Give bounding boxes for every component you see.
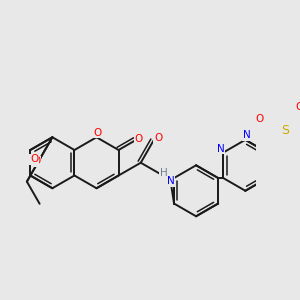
Text: S: S <box>281 124 289 137</box>
Text: O: O <box>135 134 143 144</box>
Text: O: O <box>30 154 38 164</box>
Text: N: N <box>167 176 175 186</box>
Text: H: H <box>160 168 167 178</box>
Text: N: N <box>243 130 250 140</box>
Text: O: O <box>255 114 263 124</box>
Text: O: O <box>154 133 162 143</box>
Text: O: O <box>94 128 102 138</box>
Text: O: O <box>32 157 41 166</box>
Text: N: N <box>217 144 225 154</box>
Text: O: O <box>295 102 300 112</box>
